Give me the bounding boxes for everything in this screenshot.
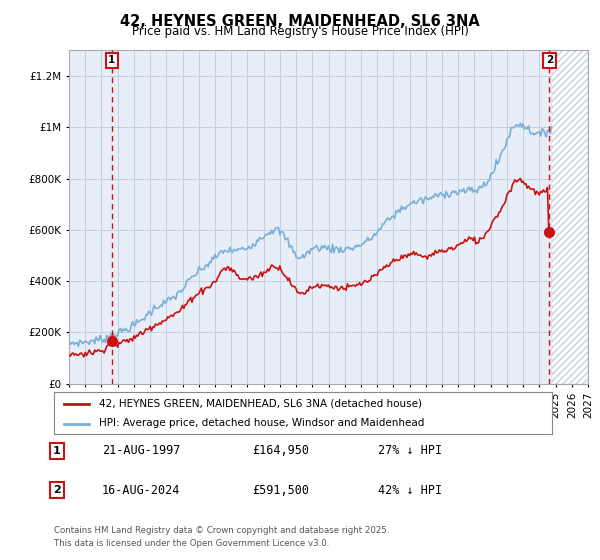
Text: 42% ↓ HPI: 42% ↓ HPI — [378, 483, 442, 497]
Text: 1: 1 — [53, 446, 61, 456]
Text: £164,950: £164,950 — [252, 444, 309, 458]
Text: 42, HEYNES GREEN, MAIDENHEAD, SL6 3NA: 42, HEYNES GREEN, MAIDENHEAD, SL6 3NA — [120, 14, 480, 29]
Text: 2: 2 — [53, 485, 61, 495]
Text: 21-AUG-1997: 21-AUG-1997 — [102, 444, 181, 458]
Text: 27% ↓ HPI: 27% ↓ HPI — [378, 444, 442, 458]
Text: 1: 1 — [108, 55, 115, 66]
Text: 16-AUG-2024: 16-AUG-2024 — [102, 483, 181, 497]
Text: Price paid vs. HM Land Registry's House Price Index (HPI): Price paid vs. HM Land Registry's House … — [131, 25, 469, 38]
Text: This data is licensed under the Open Government Licence v3.0.: This data is licensed under the Open Gov… — [54, 539, 329, 548]
Text: HPI: Average price, detached house, Windsor and Maidenhead: HPI: Average price, detached house, Wind… — [99, 418, 424, 428]
Text: £591,500: £591,500 — [252, 483, 309, 497]
Text: Contains HM Land Registry data © Crown copyright and database right 2025.: Contains HM Land Registry data © Crown c… — [54, 526, 389, 535]
Text: 42, HEYNES GREEN, MAIDENHEAD, SL6 3NA (detached house): 42, HEYNES GREEN, MAIDENHEAD, SL6 3NA (d… — [99, 399, 422, 409]
Text: 2: 2 — [546, 55, 553, 66]
